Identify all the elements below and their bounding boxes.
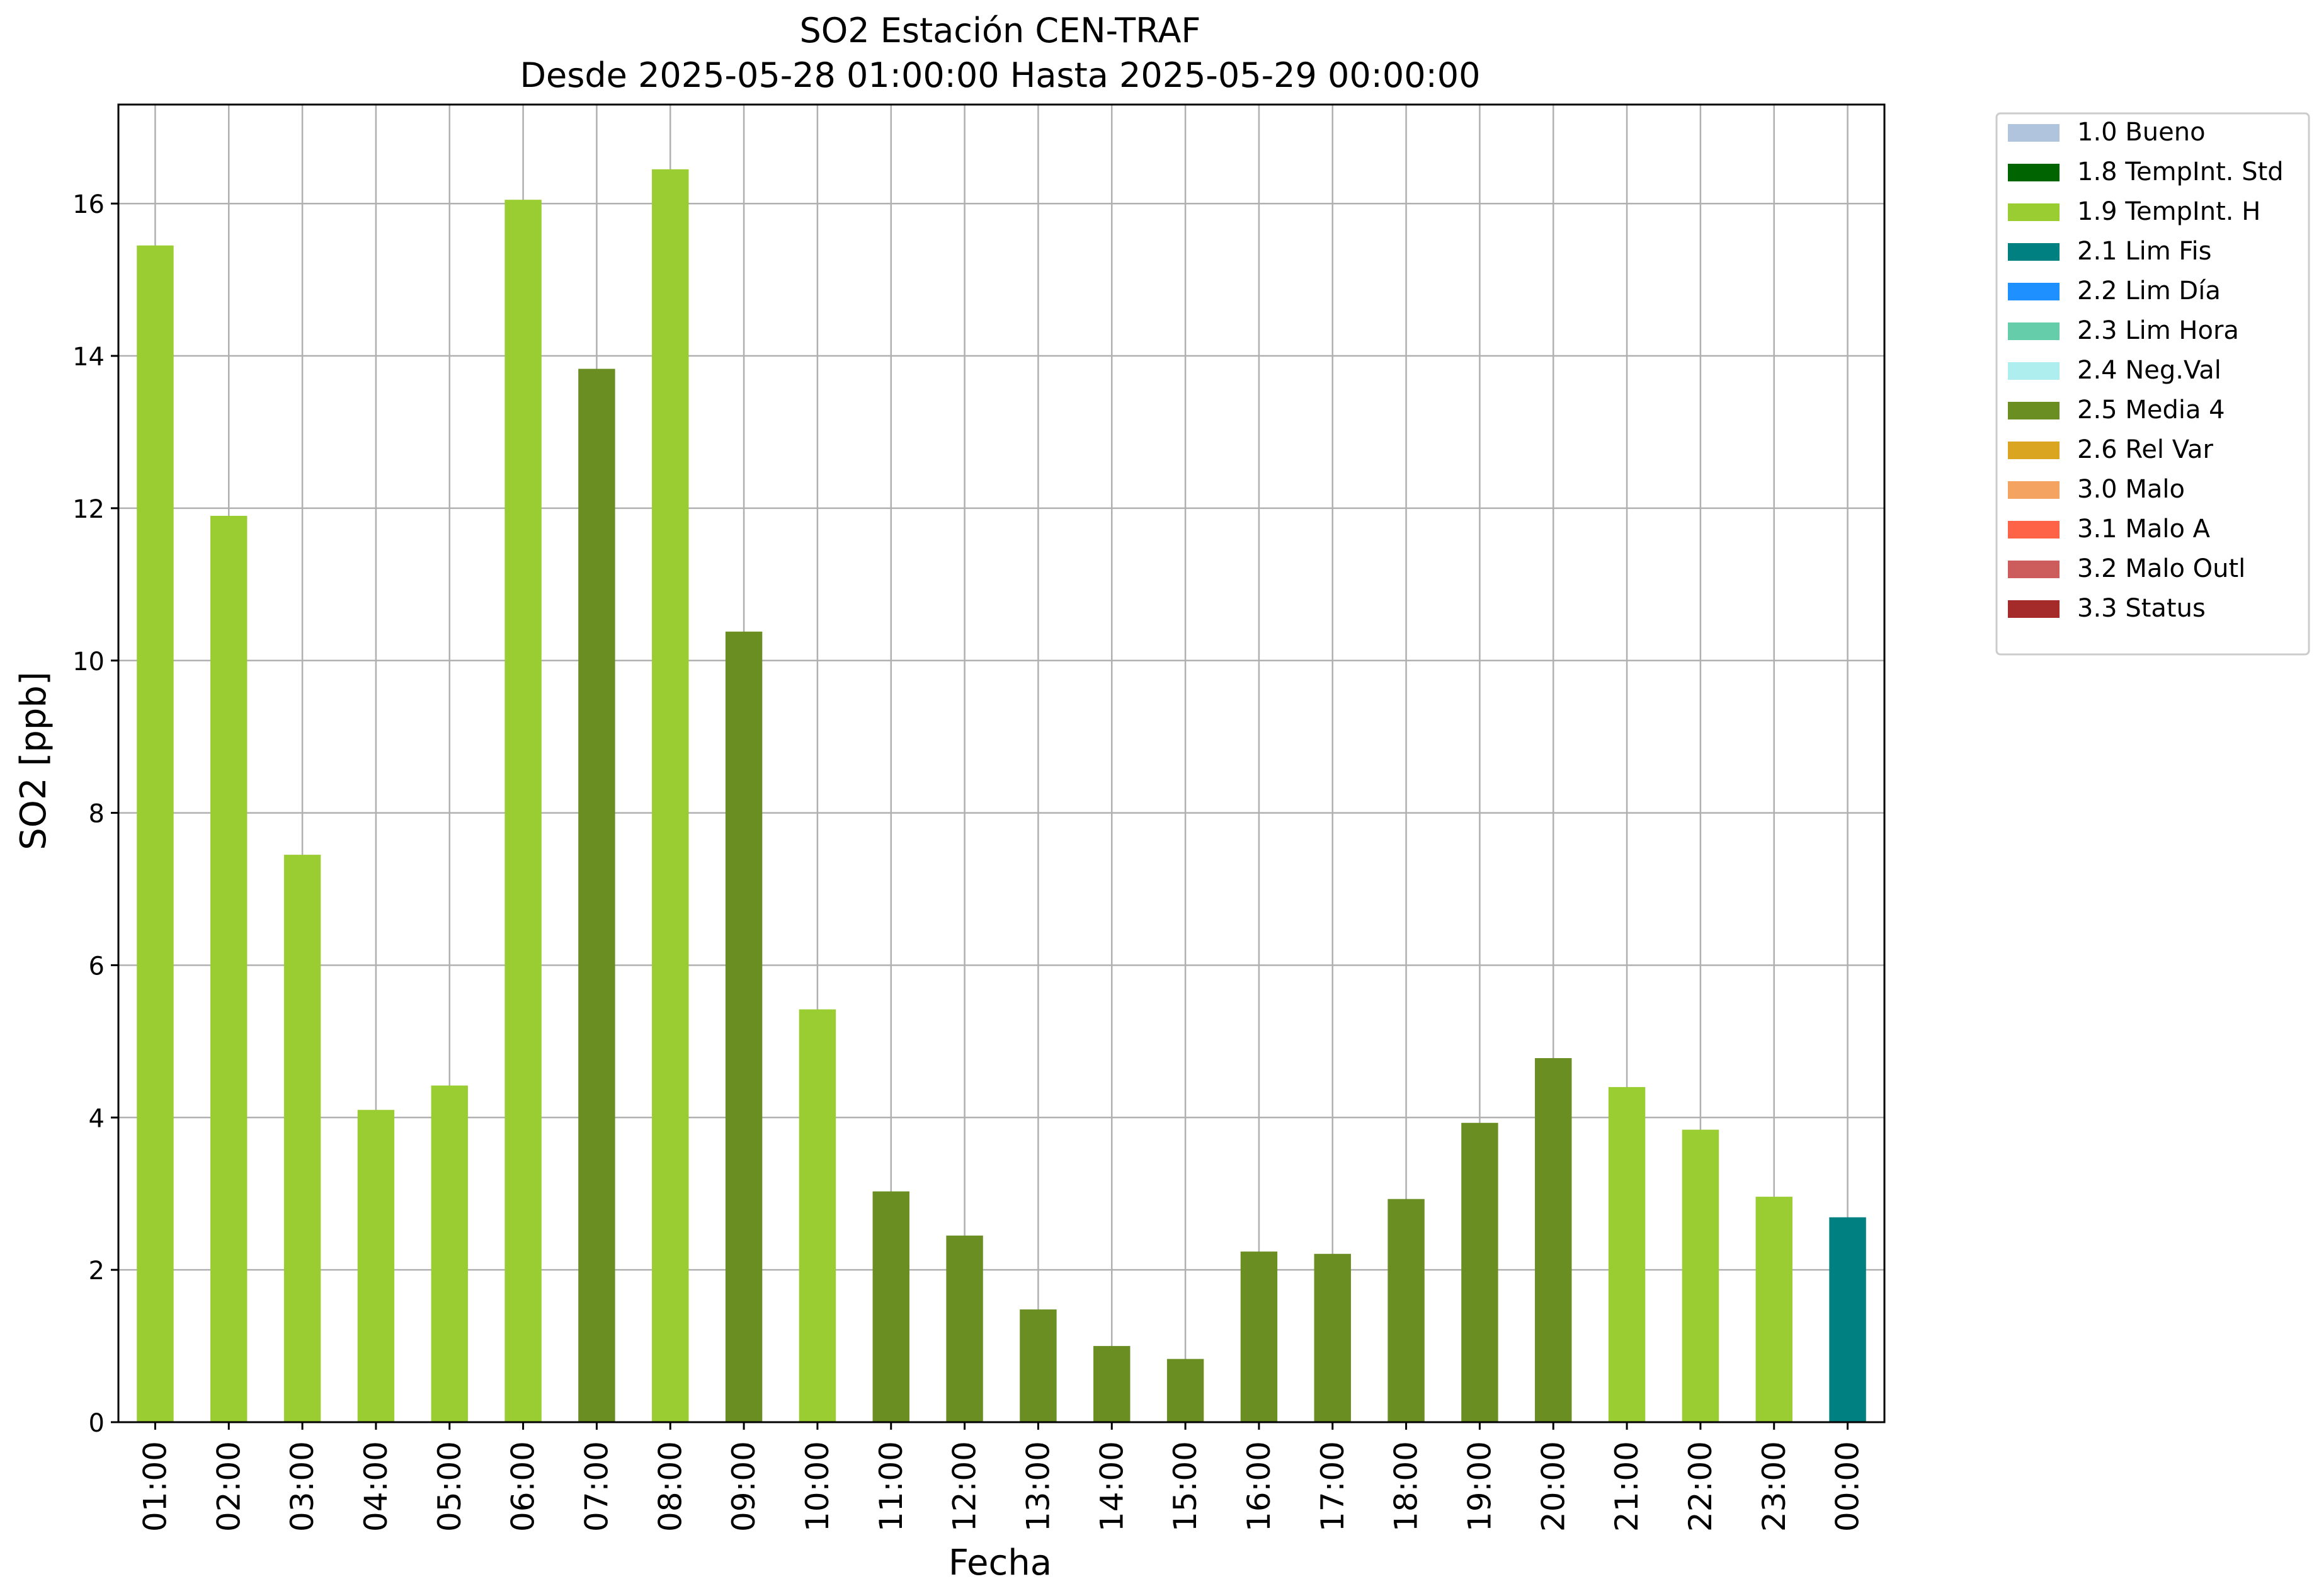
x-tick-label: 10:00 (799, 1441, 836, 1532)
bar-1900 (1461, 1122, 1498, 1422)
x-tick-label: 22:00 (1682, 1441, 1719, 1532)
bar-2100 (1608, 1086, 1646, 1422)
y-tick-label: 16 (72, 190, 105, 219)
legend-label: 2.6 Rel Var (2077, 435, 2214, 464)
y-tick-label: 10 (72, 647, 105, 676)
legend-label: 2.2 Lim Día (2077, 276, 2221, 305)
legend-swatch (2008, 243, 2060, 261)
legend-label: 2.4 Neg.Val (2077, 356, 2221, 385)
x-tick-label: 01:00 (137, 1441, 173, 1532)
legend-frame (1995, 112, 2310, 656)
legend-swatch (2008, 561, 2060, 578)
bar-1700 (1314, 1253, 1351, 1422)
y-tick-label: 14 (72, 343, 105, 372)
bar-0600 (504, 200, 542, 1423)
x-tick-label: 23:00 (1756, 1441, 1792, 1532)
legend-swatch (2008, 521, 2060, 539)
bar-1600 (1240, 1251, 1278, 1422)
legend-swatch (2008, 203, 2060, 221)
y-tick-label: 4 (89, 1104, 105, 1133)
bar-0000 (1829, 1217, 1866, 1422)
y-axis-label: SO2 [ppb] (13, 671, 54, 850)
x-tick-label: 09:00 (726, 1441, 762, 1532)
bar-1300 (1020, 1309, 1057, 1422)
x-tick-label: 03:00 (284, 1441, 321, 1532)
bar-0800 (652, 169, 689, 1422)
bar-2000 (1535, 1057, 1572, 1422)
legend-label: 2.1 Lim Fis (2077, 237, 2211, 266)
legend-swatch (2008, 362, 2060, 380)
bar-0400 (357, 1110, 395, 1422)
legend: 1.0 Bueno 1.8 TempInt. Std 1.9 TempInt. H 2… (1995, 112, 2310, 656)
x-tick-label: 00:00 (1830, 1441, 1866, 1532)
legend-label: 3.2 Malo Outl (2077, 554, 2245, 583)
chart-title: SO2 Estación CEN-TRAF (799, 11, 1200, 50)
chart-subtitle: Desde 2025-05-28 01:00:00 Hasta 2025-05-… (520, 55, 1480, 95)
legend-swatch (2008, 283, 2060, 300)
legend-label: 1.0 Bueno (2077, 118, 2206, 147)
legend-label: 2.5 Media 4 (2077, 396, 2225, 425)
x-tick-label: 04:00 (358, 1441, 394, 1532)
x-tick-label: 07:00 (578, 1441, 615, 1532)
y-tick-label: 6 (89, 952, 105, 981)
bar-1800 (1387, 1199, 1425, 1422)
legend-swatch (2008, 402, 2060, 419)
x-tick-label: 16:00 (1241, 1441, 1277, 1532)
x-tick-label: 18:00 (1388, 1441, 1425, 1532)
legend-label: 2.3 Lim Hora (2077, 316, 2239, 345)
legend-swatch (2008, 322, 2060, 340)
x-tick-label: 14:00 (1093, 1441, 1130, 1532)
x-tick-label: 12:00 (947, 1441, 983, 1532)
x-tick-label: 19:00 (1461, 1441, 1498, 1532)
y-tick-label: 8 (89, 800, 105, 829)
legend-label: 3.1 Malo A (2077, 515, 2211, 544)
x-tick-label: 11:00 (873, 1441, 909, 1532)
x-tick-label: 17:00 (1314, 1441, 1351, 1532)
x-tick-label: 21:00 (1609, 1441, 1645, 1532)
x-tick-label: 08:00 (652, 1441, 688, 1532)
y-tick-label: 12 (72, 495, 105, 524)
bar-1200 (946, 1235, 983, 1422)
y-tick-label: 0 (89, 1409, 105, 1438)
legend-label: 3.0 Malo (2077, 475, 2185, 504)
bars (137, 169, 1866, 1423)
bar-2300 (1755, 1197, 1792, 1422)
x-tick-label: 13:00 (1020, 1441, 1056, 1532)
bar-1100 (872, 1191, 909, 1422)
bar-0100 (137, 245, 174, 1423)
x-tick-label: 06:00 (505, 1441, 542, 1532)
legend-label: 1.9 TempInt. H (2077, 197, 2260, 226)
plot-frame (117, 103, 1886, 1423)
bar-1400 (1093, 1346, 1131, 1422)
bar-0900 (725, 631, 763, 1422)
x-tick-label: 15:00 (1167, 1441, 1204, 1532)
bar-0300 (283, 855, 321, 1422)
x-tick-label: 20:00 (1535, 1441, 1571, 1532)
bar-0500 (431, 1085, 468, 1422)
x-tick-label: 02:00 (210, 1441, 247, 1532)
bar-1500 (1166, 1359, 1204, 1422)
x-axis-ticks: 01:00 02:00 03:00 04:00 05:00 06:00 07:00 08:00… (137, 1422, 1866, 1532)
legend-swatch (2008, 442, 2060, 459)
bar-0200 (210, 515, 248, 1423)
x-axis-label: Fecha (949, 1542, 1052, 1583)
bar-2200 (1682, 1129, 1719, 1422)
legend-swatch (2008, 164, 2060, 181)
legend-label: 3.3 Status (2077, 594, 2206, 623)
y-axis-ticks: 0 2 4 6 8 10 12 14 16 (72, 190, 118, 1438)
x-tick-label: 05:00 (431, 1441, 468, 1532)
y-tick-label: 2 (89, 1257, 105, 1285)
legend-swatch (2008, 124, 2060, 142)
bar-0700 (578, 368, 615, 1422)
legend-label: 1.8 TempInt. Std (2077, 157, 2284, 186)
bar-1000 (799, 1009, 836, 1422)
legend-swatch (2008, 600, 2060, 618)
legend-swatch (2008, 481, 2060, 499)
